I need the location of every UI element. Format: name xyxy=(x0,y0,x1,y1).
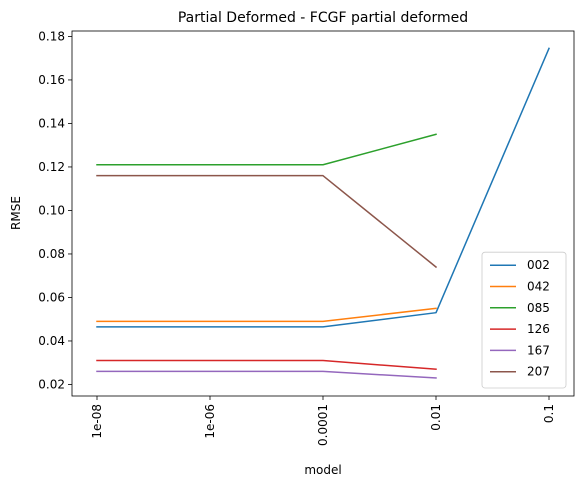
legend-label-167: 167 xyxy=(527,343,550,357)
chart-title: Partial Deformed - FCGF partial deformed xyxy=(178,10,468,26)
y-tick-label: 0.08 xyxy=(38,247,65,261)
legend: 002 042 085 126 167 207 xyxy=(481,251,567,389)
series-line-042 xyxy=(96,307,437,323)
x-tick-label: 0.01 xyxy=(429,404,443,431)
y-tick-label: 0.12 xyxy=(38,160,65,174)
y-tick-label: 0.16 xyxy=(38,73,65,87)
x-axis-label: model xyxy=(304,463,341,477)
y-axis-label: RMSE xyxy=(9,196,23,230)
y-tick-label: 0.02 xyxy=(38,377,65,391)
x-tick-label: 1e-08 xyxy=(90,404,104,439)
legend-label-126: 126 xyxy=(527,322,550,336)
series-line-167 xyxy=(96,370,437,379)
series-line-002 xyxy=(96,47,550,328)
y-tick-label: 0.04 xyxy=(38,334,65,348)
series-line-207 xyxy=(96,174,438,269)
series-line-126 xyxy=(96,359,437,371)
y-tick-label: 0.18 xyxy=(38,29,65,43)
legend-box xyxy=(481,251,567,389)
series-line-085 xyxy=(96,133,437,166)
x-tick-label: 0.1 xyxy=(542,404,556,423)
legend-label-042: 042 xyxy=(527,280,550,294)
x-tick-label: 1e-06 xyxy=(203,404,217,439)
plot-area: 0.02 0.04 0.06 0.08 0.10 0.12 0.14 0.16 0.18 1e-0… xyxy=(38,29,575,446)
legend-label-085: 085 xyxy=(527,301,550,315)
x-tick-label: 0.0001 xyxy=(316,404,330,446)
legend-label-207: 207 xyxy=(527,365,550,379)
y-tick-label: 0.06 xyxy=(38,290,65,304)
y-tick-label: 0.10 xyxy=(38,203,65,217)
legend-label-002: 002 xyxy=(527,258,550,272)
y-tick-label: 0.14 xyxy=(38,116,65,130)
